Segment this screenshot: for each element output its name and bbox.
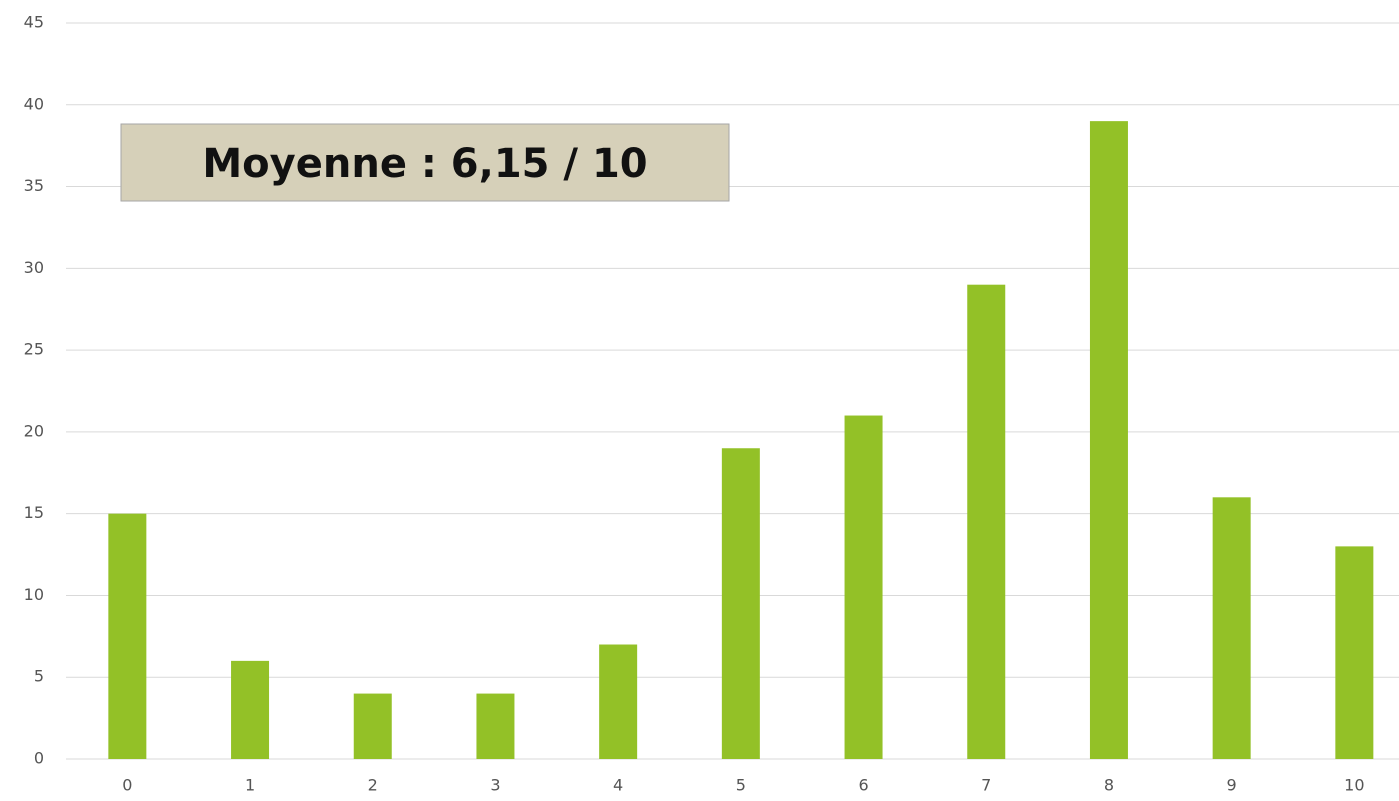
y-tick-label: 30: [24, 258, 44, 277]
y-tick-label: 10: [24, 585, 44, 604]
x-tick-label: 6: [858, 776, 868, 795]
bar: [844, 415, 883, 759]
y-tick-label: 0: [34, 749, 44, 768]
x-tick-label: 5: [736, 776, 746, 795]
x-tick-label: 10: [1344, 776, 1364, 795]
bar: [1335, 546, 1374, 759]
x-tick-label: 1: [245, 776, 255, 795]
x-tick-label: 8: [1104, 776, 1114, 795]
y-tick-label: 25: [24, 340, 44, 359]
y-tick-label: 40: [24, 94, 44, 113]
bar: [1212, 497, 1251, 759]
bar: [476, 693, 515, 759]
x-tick-label: 7: [981, 776, 991, 795]
bar: [108, 513, 147, 759]
annotation-box: [120, 123, 730, 202]
y-tick-label: 35: [24, 176, 44, 195]
x-tick-label: 3: [490, 776, 500, 795]
x-tick-label: 9: [1227, 776, 1237, 795]
y-tick-label: 20: [24, 421, 44, 440]
y-tick-label: 15: [24, 503, 44, 522]
x-tick-label: 2: [368, 776, 378, 795]
bar: [1089, 121, 1128, 760]
y-tick-label: 5: [34, 667, 44, 686]
bar: [721, 448, 760, 759]
bar: [231, 660, 270, 759]
bar: [353, 693, 392, 759]
annotation: Moyenne : 6,15 / 10: [202, 141, 647, 187]
y-tick-label: 45: [24, 13, 44, 32]
x-tick-label: 0: [122, 776, 132, 795]
x-tick-label: 4: [613, 776, 623, 795]
bar: [967, 284, 1006, 759]
bar: [599, 644, 638, 759]
